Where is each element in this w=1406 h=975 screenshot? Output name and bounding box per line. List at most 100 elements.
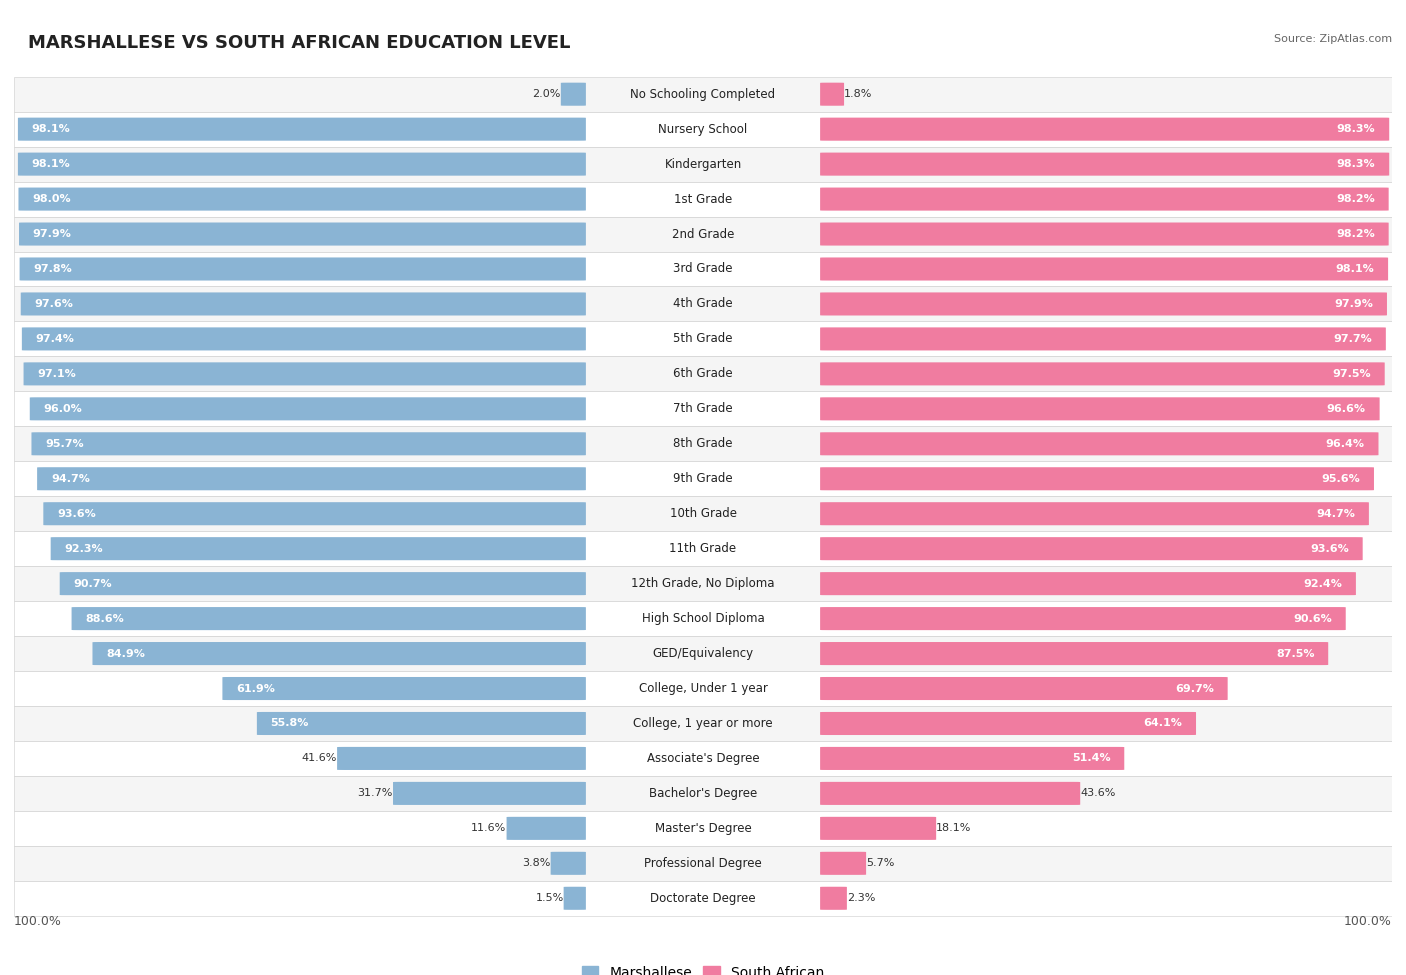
FancyBboxPatch shape <box>22 328 586 350</box>
FancyBboxPatch shape <box>820 328 1386 350</box>
Text: 5.7%: 5.7% <box>866 858 894 869</box>
Text: 94.7%: 94.7% <box>51 474 90 484</box>
Text: Associate's Degree: Associate's Degree <box>647 752 759 765</box>
Text: 90.7%: 90.7% <box>73 578 112 589</box>
Text: Nursery School: Nursery School <box>658 123 748 136</box>
Bar <box>14 602 1392 636</box>
FancyBboxPatch shape <box>820 292 1386 316</box>
Bar <box>14 112 1392 146</box>
Text: 97.6%: 97.6% <box>35 299 73 309</box>
Text: Master's Degree: Master's Degree <box>655 822 751 835</box>
Text: 61.9%: 61.9% <box>236 683 276 693</box>
Text: 69.7%: 69.7% <box>1175 683 1213 693</box>
FancyBboxPatch shape <box>820 642 1329 665</box>
Text: 87.5%: 87.5% <box>1275 648 1315 658</box>
Text: 1.8%: 1.8% <box>844 89 873 99</box>
Bar <box>14 146 1392 181</box>
Text: 9th Grade: 9th Grade <box>673 472 733 486</box>
FancyBboxPatch shape <box>20 222 586 246</box>
FancyBboxPatch shape <box>24 363 586 385</box>
FancyBboxPatch shape <box>820 187 1389 211</box>
Text: 98.0%: 98.0% <box>32 194 70 204</box>
Text: 100.0%: 100.0% <box>14 915 62 927</box>
FancyBboxPatch shape <box>820 467 1374 490</box>
FancyBboxPatch shape <box>394 782 586 805</box>
Text: 98.2%: 98.2% <box>1336 229 1375 239</box>
Text: No Schooling Completed: No Schooling Completed <box>630 88 776 100</box>
Text: 18.1%: 18.1% <box>936 823 972 834</box>
Bar <box>14 566 1392 602</box>
FancyBboxPatch shape <box>564 886 586 910</box>
FancyBboxPatch shape <box>820 432 1378 455</box>
Text: 98.1%: 98.1% <box>1336 264 1374 274</box>
FancyBboxPatch shape <box>820 397 1379 420</box>
Text: 1st Grade: 1st Grade <box>673 193 733 206</box>
Text: 92.4%: 92.4% <box>1303 578 1343 589</box>
FancyBboxPatch shape <box>820 257 1388 281</box>
Text: 93.6%: 93.6% <box>58 509 96 519</box>
Text: 90.6%: 90.6% <box>1294 613 1331 624</box>
Text: 97.9%: 97.9% <box>32 229 72 239</box>
FancyBboxPatch shape <box>257 712 586 735</box>
FancyBboxPatch shape <box>820 83 844 105</box>
Text: 97.9%: 97.9% <box>1334 299 1374 309</box>
Text: 100.0%: 100.0% <box>1344 915 1392 927</box>
Bar <box>14 391 1392 426</box>
Text: Professional Degree: Professional Degree <box>644 857 762 870</box>
Text: 4th Grade: 4th Grade <box>673 297 733 310</box>
Text: Doctorate Degree: Doctorate Degree <box>650 892 756 905</box>
FancyBboxPatch shape <box>820 502 1369 526</box>
Bar <box>14 287 1392 322</box>
Text: Kindergarten: Kindergarten <box>665 158 741 171</box>
Text: 96.0%: 96.0% <box>44 404 83 413</box>
Text: 98.3%: 98.3% <box>1337 159 1375 169</box>
Text: 31.7%: 31.7% <box>357 789 394 799</box>
FancyBboxPatch shape <box>18 187 586 211</box>
Text: 97.5%: 97.5% <box>1333 369 1371 379</box>
Text: College, 1 year or more: College, 1 year or more <box>633 717 773 730</box>
Text: 51.4%: 51.4% <box>1071 754 1111 763</box>
FancyBboxPatch shape <box>51 537 586 561</box>
Text: 11th Grade: 11th Grade <box>669 542 737 555</box>
Text: 10th Grade: 10th Grade <box>669 507 737 521</box>
FancyBboxPatch shape <box>820 852 866 875</box>
FancyBboxPatch shape <box>820 537 1362 561</box>
Bar <box>14 741 1392 776</box>
Bar <box>14 531 1392 566</box>
FancyBboxPatch shape <box>337 747 586 770</box>
FancyBboxPatch shape <box>820 607 1346 630</box>
Text: 8th Grade: 8th Grade <box>673 438 733 450</box>
Text: Bachelor's Degree: Bachelor's Degree <box>650 787 756 800</box>
FancyBboxPatch shape <box>37 467 586 490</box>
Bar <box>14 216 1392 252</box>
Text: 64.1%: 64.1% <box>1143 719 1182 728</box>
FancyBboxPatch shape <box>18 152 586 176</box>
Text: 98.1%: 98.1% <box>32 124 70 135</box>
Text: 92.3%: 92.3% <box>65 544 103 554</box>
FancyBboxPatch shape <box>18 118 586 140</box>
Text: 11.6%: 11.6% <box>471 823 506 834</box>
Text: MARSHALLESE VS SOUTH AFRICAN EDUCATION LEVEL: MARSHALLESE VS SOUTH AFRICAN EDUCATION L… <box>28 34 571 52</box>
FancyBboxPatch shape <box>820 222 1389 246</box>
FancyBboxPatch shape <box>820 572 1355 595</box>
Bar <box>14 671 1392 706</box>
Text: 43.6%: 43.6% <box>1080 789 1115 799</box>
Text: 6th Grade: 6th Grade <box>673 368 733 380</box>
FancyBboxPatch shape <box>93 642 586 665</box>
Text: 7th Grade: 7th Grade <box>673 403 733 415</box>
Text: 96.6%: 96.6% <box>1327 404 1365 413</box>
Text: 93.6%: 93.6% <box>1310 544 1348 554</box>
Text: 98.2%: 98.2% <box>1336 194 1375 204</box>
Bar <box>14 811 1392 846</box>
FancyBboxPatch shape <box>820 747 1125 770</box>
Bar <box>14 77 1392 112</box>
Text: 97.8%: 97.8% <box>34 264 72 274</box>
Text: 95.6%: 95.6% <box>1322 474 1360 484</box>
Text: 2nd Grade: 2nd Grade <box>672 227 734 241</box>
Bar <box>14 357 1392 391</box>
Text: Source: ZipAtlas.com: Source: ZipAtlas.com <box>1274 34 1392 44</box>
Bar <box>14 181 1392 216</box>
Text: 84.9%: 84.9% <box>107 648 145 658</box>
Text: 97.7%: 97.7% <box>1333 333 1372 344</box>
Text: 2.3%: 2.3% <box>846 893 876 903</box>
